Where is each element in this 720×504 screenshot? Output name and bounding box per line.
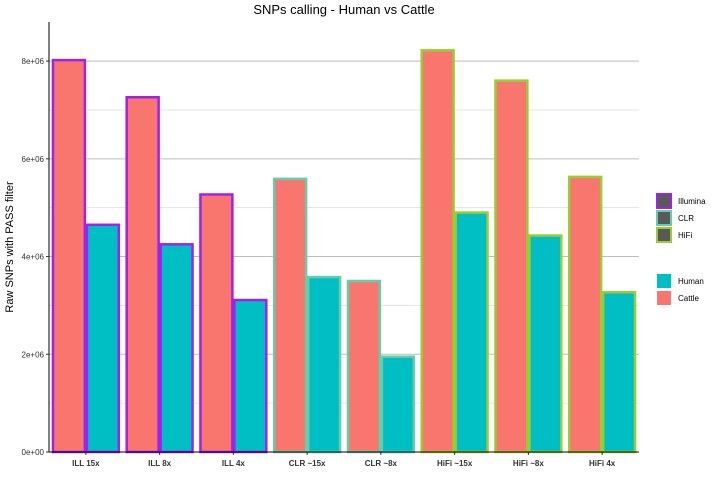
legend-label: Human: [678, 277, 704, 286]
axes: ILL 15x ILL 8x ILL 4x CLR ~15x CLR ~8x HiFi ~…: [22, 22, 639, 468]
bar-human: [380, 355, 416, 454]
legend: Illumina CLR HiFi Human Cattle: [656, 193, 706, 305]
legend-key-cattle: [657, 291, 671, 305]
x-tick-label: ILL 8x: [148, 459, 172, 468]
legend-label: HiFi: [678, 231, 692, 240]
bars: [51, 49, 637, 454]
y-tick-label: 0e+00: [22, 448, 45, 457]
bar-cattle: [199, 193, 234, 454]
legend-key-clr: [656, 210, 672, 226]
bar-cattle: [125, 96, 160, 454]
x-tick-label: CLR ~8x: [365, 459, 398, 468]
y-axis-label: Raw SNPs with PASS filter: [4, 181, 16, 313]
bar-cattle: [420, 49, 455, 454]
y-tick-label: 8e+06: [22, 57, 45, 66]
legend-label: CLR: [678, 214, 694, 223]
bar-cattle: [346, 279, 382, 454]
bar-cattle: [51, 58, 87, 454]
legend-key-hifi: [656, 227, 672, 243]
x-tick-label: CLR ~15x: [289, 459, 326, 468]
x-tick-label: HiFi 4x: [589, 459, 616, 468]
y-tick-label: 6e+06: [22, 155, 45, 164]
bar-cattle: [567, 175, 603, 454]
legend-key-human: [657, 274, 671, 288]
x-tick-label: ILL 4x: [222, 459, 246, 468]
y-tick-label: 2e+06: [22, 350, 45, 359]
bar-human: [306, 275, 342, 454]
chart-title: SNPs calling - Human vs Cattle: [253, 2, 434, 17]
bar-cattle: [494, 79, 529, 454]
x-tick-label: HiFi ~15x: [437, 459, 473, 468]
legend-key-illumina: [656, 193, 672, 209]
bar-human: [528, 234, 563, 454]
bar-human: [233, 298, 268, 454]
y-tick-label: 4e+06: [22, 253, 45, 262]
x-tick-label: ILL 15x: [72, 459, 100, 468]
x-tick-label: HiFi ~8x: [513, 459, 544, 468]
bar-human: [159, 243, 194, 454]
bar-cattle: [272, 177, 308, 454]
bar-human: [601, 290, 637, 454]
legend-label: Cattle: [678, 294, 699, 303]
bar-human: [454, 211, 489, 454]
bar-human: [85, 223, 121, 454]
legend-label: Illumina: [678, 197, 706, 206]
